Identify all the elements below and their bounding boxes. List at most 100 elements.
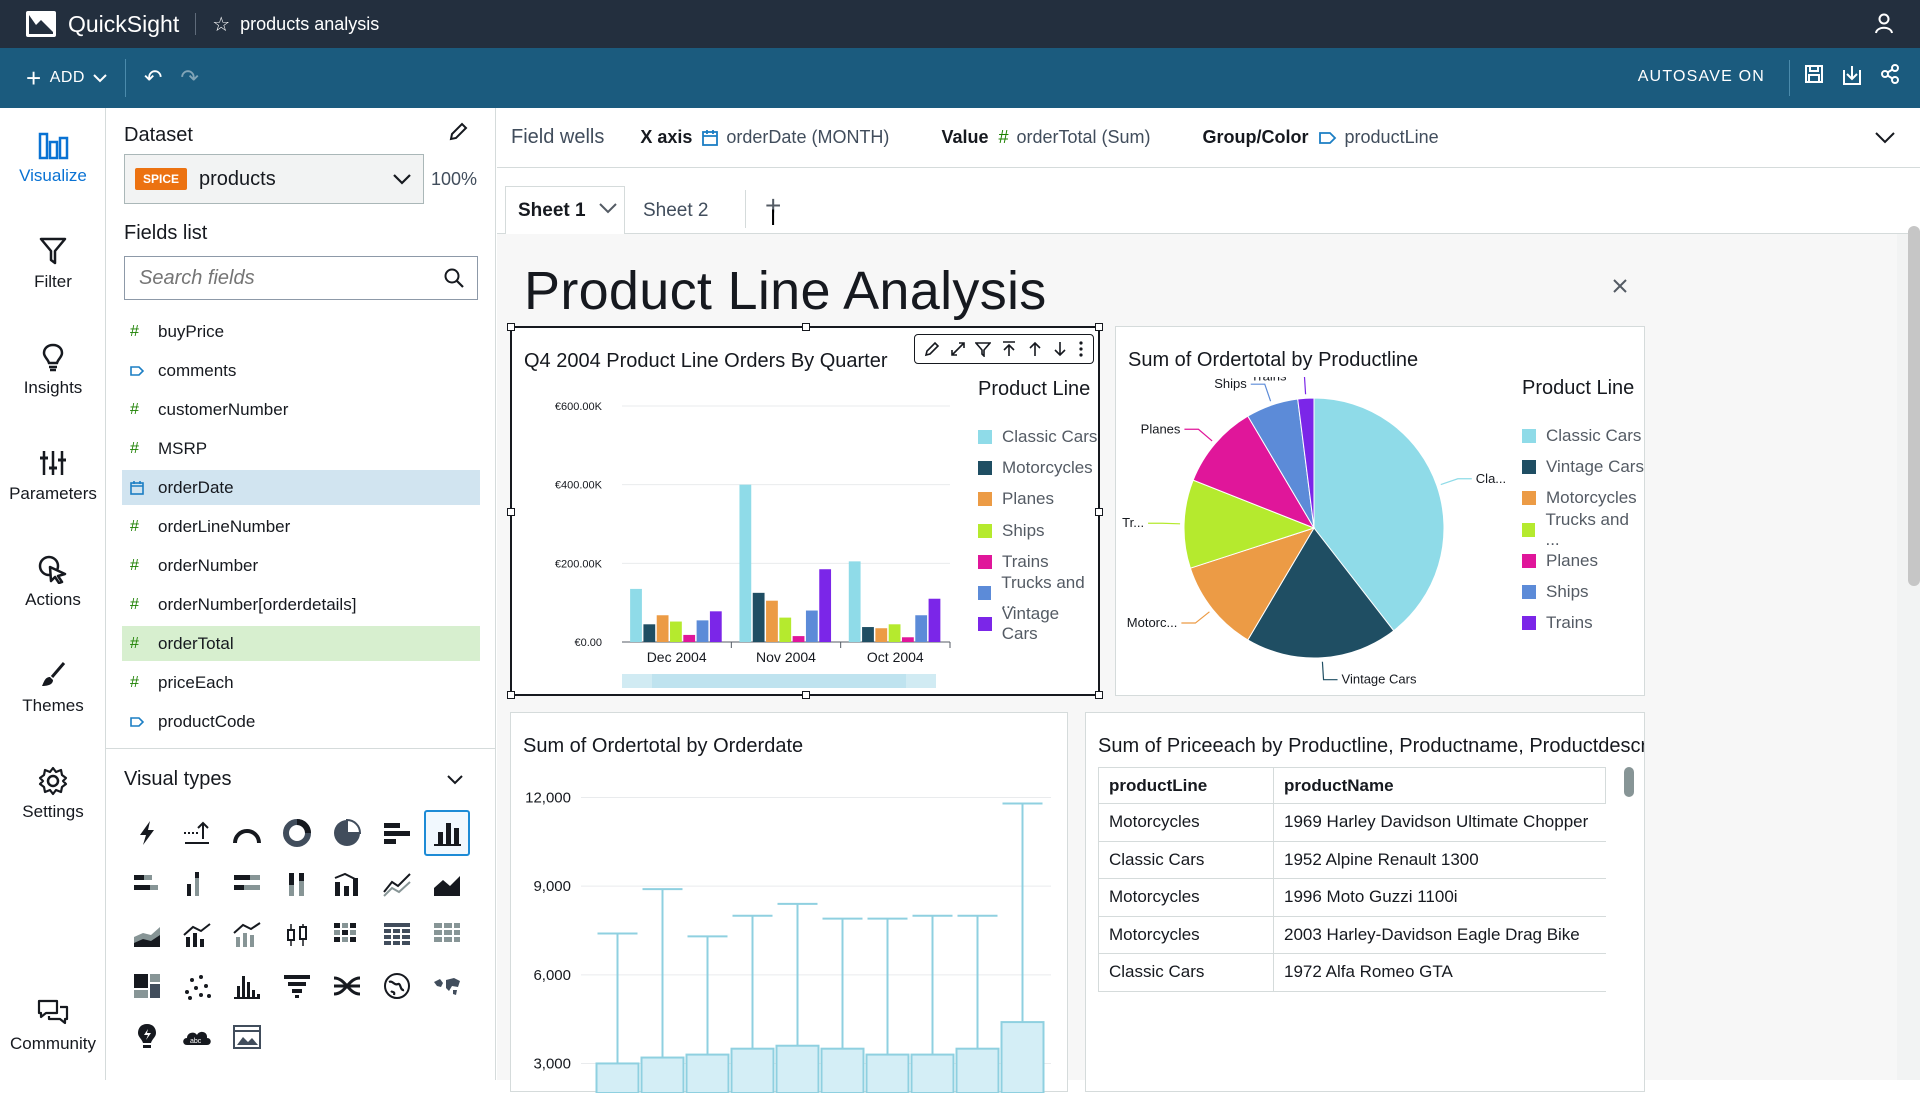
- undo-icon[interactable]: ↶: [143, 65, 163, 90]
- field-item-buyprice[interactable]: # buyPrice: [122, 314, 480, 349]
- x-axis-well[interactable]: orderDate (MONTH): [702, 127, 889, 148]
- area-chart-icon[interactable]: [424, 861, 470, 907]
- add-sheet-icon[interactable]: +: [765, 190, 782, 221]
- globe-icon[interactable]: [374, 963, 420, 1009]
- legend-item[interactable]: Planes: [978, 484, 1098, 515]
- field-item-ordertotal[interactable]: # orderTotal: [122, 626, 480, 661]
- table-scrollbar[interactable]: [1624, 767, 1634, 797]
- expand-icon[interactable]: [950, 341, 966, 357]
- filled-map-icon[interactable]: [424, 963, 470, 1009]
- legend-item[interactable]: Planes: [1522, 545, 1644, 576]
- nav-settings[interactable]: Settings: [0, 766, 106, 822]
- donut-chart-icon[interactable]: [274, 810, 320, 856]
- legend-item[interactable]: Vintage Cars: [1522, 451, 1644, 482]
- resize-handle[interactable]: [802, 691, 810, 699]
- pie-chart-icon[interactable]: [324, 810, 370, 856]
- arrow-down-icon[interactable]: [1052, 341, 1068, 357]
- table-icon[interactable]: [424, 912, 470, 958]
- tree-map-icon[interactable]: [124, 963, 170, 1009]
- nav-filter[interactable]: Filter: [0, 236, 106, 292]
- legend-item[interactable]: Vintage Cars: [978, 604, 1098, 643]
- sheet-title[interactable]: Product Line Analysis: [524, 261, 1047, 321]
- field-item-productcode[interactable]: productCode: [122, 704, 480, 739]
- table-row[interactable]: Motorcycles 1996 Moto Guzzi 1100i: [1098, 878, 1606, 917]
- nav-parameters[interactable]: Parameters: [0, 448, 106, 504]
- resize-handle[interactable]: [507, 691, 515, 699]
- field-item-customernumber[interactable]: # customerNumber: [122, 392, 480, 427]
- visual-card-pie-chart[interactable]: Sum of Ordertotal by Productline Cla... V…: [1115, 326, 1645, 696]
- column-header[interactable]: productLine: [1098, 767, 1274, 804]
- move-to-top-icon[interactable]: [1001, 341, 1017, 357]
- resize-handle[interactable]: [802, 323, 810, 331]
- word-cloud-icon[interactable]: abc: [174, 1014, 220, 1060]
- analysis-name[interactable]: products analysis: [240, 13, 380, 34]
- group-color-well[interactable]: productLine: [1318, 127, 1439, 148]
- nav-visualize[interactable]: Visualize: [0, 130, 106, 186]
- field-wells-bar[interactable]: Field wells X axis orderDate (MONTH) Val…: [497, 108, 1920, 168]
- brand-name[interactable]: QuickSight: [68, 10, 180, 37]
- horizontal-bar-icon[interactable]: [374, 810, 420, 856]
- chevron-down-icon[interactable]: [1874, 130, 1896, 146]
- resize-handle[interactable]: [1095, 508, 1103, 516]
- more-options-icon[interactable]: [1078, 341, 1084, 357]
- legend-item[interactable]: Motorcycles: [1522, 483, 1644, 514]
- table-row[interactable]: Motorcycles 1969 Harley Davidson Ultimate…: [1098, 803, 1606, 842]
- legend-item[interactable]: Classic Cars: [1522, 420, 1644, 451]
- redo-icon[interactable]: ↷: [180, 65, 199, 90]
- nav-community[interactable]: Community: [0, 998, 106, 1054]
- line-bar-icon[interactable]: [174, 912, 220, 958]
- scatter-plot-icon[interactable]: [174, 963, 220, 1009]
- arrow-up-icon[interactable]: [1027, 341, 1043, 357]
- stacked-area-icon[interactable]: [124, 912, 170, 958]
- autograph-icon[interactable]: [124, 810, 170, 856]
- column-header[interactable]: productName: [1273, 767, 1606, 804]
- nav-themes[interactable]: Themes: [0, 660, 106, 716]
- insight-bulb-icon[interactable]: [124, 1014, 170, 1060]
- legend-item[interactable]: Classic Cars: [978, 421, 1098, 452]
- combo-chart-icon[interactable]: [324, 861, 370, 907]
- pivot-table-icon[interactable]: [374, 912, 420, 958]
- share-icon[interactable]: [1880, 64, 1900, 84]
- quicksight-logo-icon[interactable]: [26, 11, 56, 37]
- nav-insights[interactable]: Insights: [0, 342, 106, 398]
- add-button[interactable]: + ADD: [26, 65, 107, 91]
- field-item-priceeach[interactable]: # priceEach: [122, 665, 480, 700]
- histogram-icon[interactable]: [224, 963, 270, 1009]
- tab-sheet-2[interactable]: Sheet 2: [643, 200, 709, 221]
- chevron-down-icon[interactable]: [598, 200, 618, 216]
- line-chart-icon[interactable]: [374, 861, 420, 907]
- heat-map-icon[interactable]: [324, 912, 370, 958]
- field-item-orderlinenumber[interactable]: # orderLineNumber: [122, 509, 480, 544]
- table-row[interactable]: Motorcycles 2003 Harley-Davidson Eagle Dr…: [1098, 916, 1606, 954]
- field-item-ordernumber-orderdetails[interactable]: # orderNumber[orderdetails]: [122, 587, 480, 622]
- pencil-icon[interactable]: [924, 341, 940, 357]
- visual-card-bar-chart[interactable]: Q4 2004 Product Line Orders By Quarter €…: [507, 323, 1103, 699]
- field-item-msrp[interactable]: # MSRP: [122, 431, 480, 466]
- gauge-icon[interactable]: [224, 810, 270, 856]
- search-fields[interactable]: [124, 256, 478, 300]
- legend-item[interactable]: Trucks and ...: [978, 573, 1098, 612]
- table-row[interactable]: Classic Cars 1972 Alfa Romeo GTA: [1098, 953, 1606, 992]
- export-icon[interactable]: [1842, 64, 1862, 86]
- save-icon[interactable]: [1804, 64, 1824, 84]
- stacked-column-icon[interactable]: [274, 861, 320, 907]
- sheet-scrollbar[interactable]: [1908, 226, 1920, 586]
- resize-handle[interactable]: [507, 323, 515, 331]
- stacked-bar-icon[interactable]: [124, 861, 170, 907]
- field-item-orderdate[interactable]: orderDate: [122, 470, 480, 505]
- search-input[interactable]: [139, 266, 419, 290]
- legend-item[interactable]: Trucks and ...: [1522, 510, 1644, 549]
- bar-line-icon[interactable]: [224, 912, 270, 958]
- chevron-down-icon[interactable]: [446, 773, 464, 787]
- tab-sheet-1[interactable]: Sheet 1: [505, 186, 625, 234]
- vertical-bar-chart-icon[interactable]: [424, 810, 470, 856]
- resize-handle[interactable]: [507, 508, 515, 516]
- sankey-icon[interactable]: [324, 963, 370, 1009]
- table-row[interactable]: Classic Cars 1952 Alpine Renault 1300: [1098, 841, 1606, 879]
- visual-card-box-plot[interactable]: Sum of Ordertotal by Orderdate 3,000 6,00…: [510, 712, 1068, 1093]
- close-icon[interactable]: [1612, 278, 1628, 294]
- nav-actions[interactable]: Actions: [0, 554, 106, 610]
- user-icon[interactable]: [1874, 12, 1894, 39]
- value-well[interactable]: # orderTotal (Sum): [998, 127, 1150, 148]
- kpi-icon[interactable]: [174, 810, 220, 856]
